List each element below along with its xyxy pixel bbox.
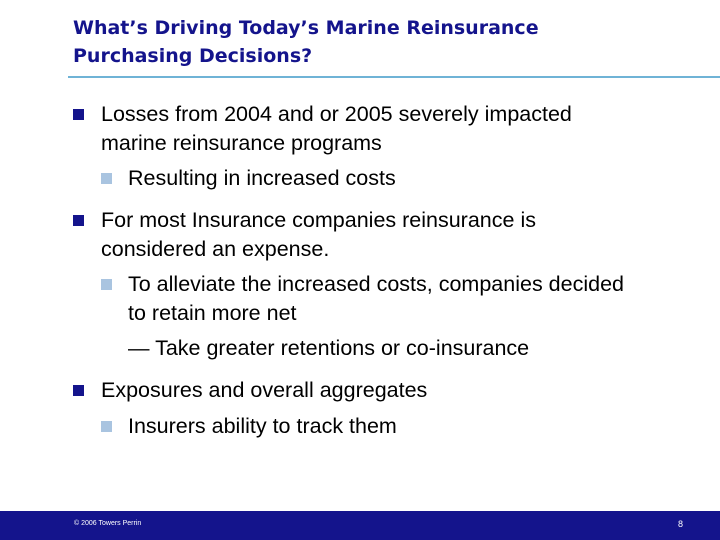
square-bullet-icon <box>73 109 84 120</box>
subbullet-item-track: Insurers ability to track them <box>128 412 397 441</box>
slide-title-line-1: What’s Driving Today’s Marine Reinsuranc… <box>73 17 539 39</box>
bullet-text-line: marine reinsurance programs <box>101 131 382 155</box>
bullet-item-losses: Losses from 2004 and or 2005 severely im… <box>101 100 572 158</box>
copyright-text: © 2006 Towers Perrin <box>74 520 142 527</box>
bullet-text-line: considered an expense. <box>101 237 330 261</box>
square-subbullet-icon <box>101 421 112 432</box>
subbullet-item-alleviate: To alleviate the increased costs, compan… <box>128 270 624 328</box>
subbullet-text-line: to retain more net <box>128 301 297 325</box>
square-subbullet-icon <box>101 279 112 290</box>
dash-item-retentions: — Take greater retentions or co-insuranc… <box>128 334 529 363</box>
subbullet-item-costs: Resulting in increased costs <box>128 164 396 193</box>
subbullet-text-line: To alleviate the increased costs, compan… <box>128 272 624 296</box>
bullet-text-line: Exposures and overall aggregates <box>101 378 428 402</box>
slide-title: What’s Driving Today’s Marine Reinsuranc… <box>73 14 693 70</box>
bullet-text-line: For most Insurance companies reinsurance… <box>101 208 536 232</box>
subbullet-text-line: Insurers ability to track them <box>128 414 397 438</box>
bullet-item-exposures: Exposures and overall aggregates <box>101 376 427 405</box>
title-divider <box>68 76 720 78</box>
bullet-item-expense: For most Insurance companies reinsurance… <box>101 206 536 264</box>
page-number: 8 <box>677 519 683 529</box>
square-bullet-icon <box>73 385 84 396</box>
footer-bar: © 2006 Towers Perrin 8 <box>0 511 720 540</box>
square-subbullet-icon <box>101 173 112 184</box>
slide-title-line-2: Purchasing Decisions? <box>73 45 313 67</box>
bullet-text-line: Losses from 2004 and or 2005 severely im… <box>101 102 572 126</box>
square-bullet-icon <box>73 215 84 226</box>
subbullet-text-line: Resulting in increased costs <box>128 166 396 190</box>
dash-text-line: — Take greater retentions or co-insuranc… <box>128 336 530 360</box>
